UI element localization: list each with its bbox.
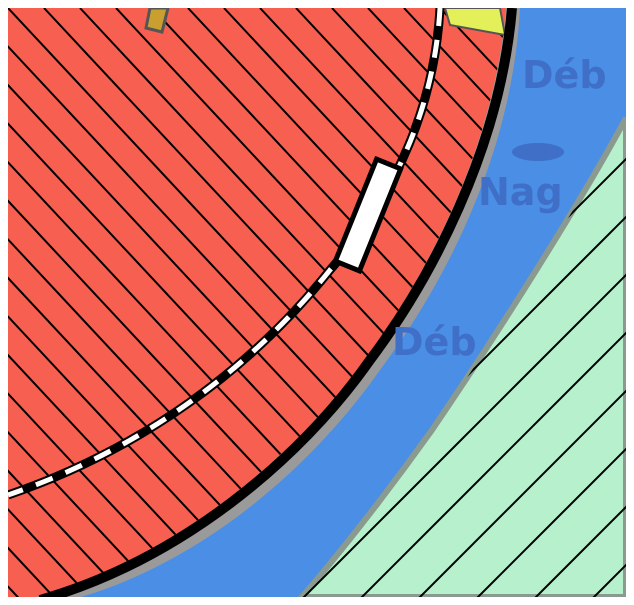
place-label: Déb [392, 320, 477, 364]
hatch-line [8, 8, 281, 597]
hatch-line [302, 118, 626, 597]
railway-dash [8, 8, 443, 498]
station [332, 155, 404, 275]
hatch-line [353, 118, 626, 597]
hatch-line [8, 8, 245, 597]
place-label: Déb [522, 53, 607, 97]
pond [512, 143, 564, 161]
hatch-line [115, 8, 506, 597]
hatch-line [411, 118, 626, 597]
hatch-line [8, 8, 173, 597]
map-body: Déb Nag Déb [8, 8, 626, 597]
hatch-line [79, 8, 506, 597]
hatch-line [295, 8, 506, 597]
small-building [144, 8, 170, 34]
hatch-line [469, 118, 626, 597]
hatch-line [43, 8, 506, 597]
place-label: Nag [478, 170, 563, 214]
boundary [38, 8, 517, 597]
forest-area [298, 116, 626, 597]
hatch-line [527, 118, 626, 597]
hatch-line [259, 8, 506, 597]
hatch-line [8, 8, 209, 597]
hatch-line [8, 8, 137, 597]
hatch-line [367, 8, 506, 597]
